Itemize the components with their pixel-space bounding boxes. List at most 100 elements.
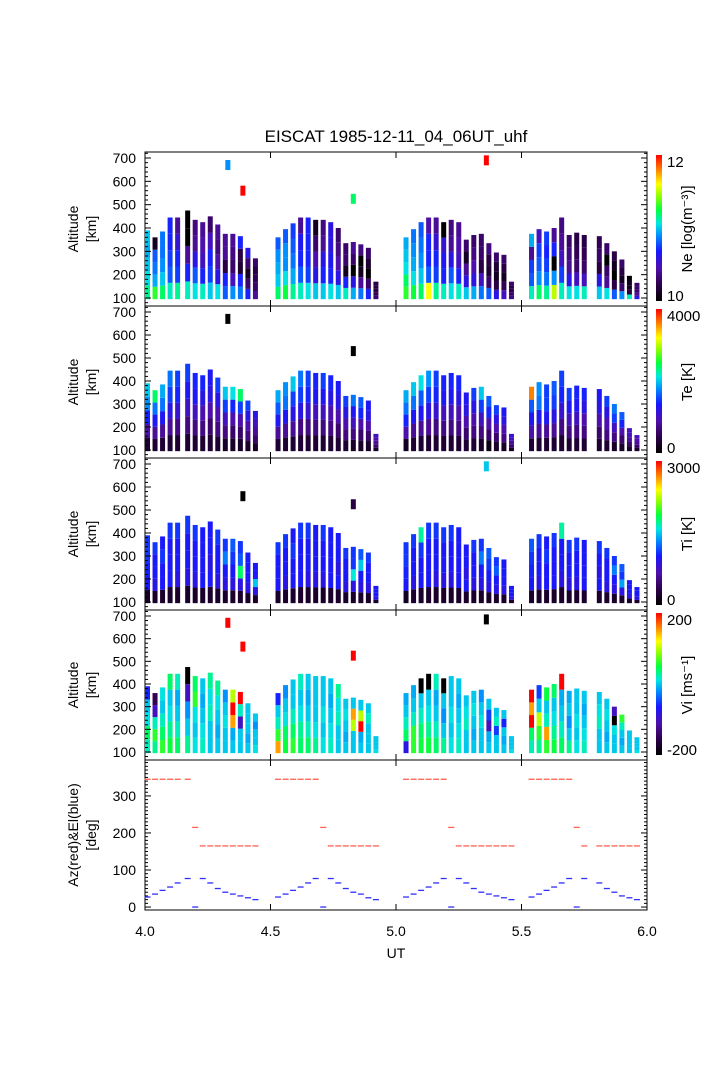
ti-gate-cell <box>335 533 341 548</box>
te-gate-cell <box>298 370 304 387</box>
ti-gate-cell <box>566 565 572 578</box>
vi-gate-cell <box>486 742 492 754</box>
colorbar-title: Ne [log(m⁻³)] <box>679 185 696 272</box>
te-gate-cell <box>471 400 477 414</box>
ne-gate-cell <box>335 242 341 257</box>
ne-gate-cell <box>441 222 447 238</box>
vi-gate-cell <box>619 714 625 723</box>
ti-gate-cell <box>373 599 379 604</box>
te-gate-cell <box>185 433 191 452</box>
ne-gate-cell <box>335 228 341 243</box>
vi-gate-cell <box>411 739 417 754</box>
vi-gate-cell <box>160 700 166 714</box>
te-gate-cell <box>581 438 587 452</box>
vi-gate-cell <box>358 742 364 754</box>
te-gate-cell <box>167 418 173 436</box>
ne-gate-cell <box>365 268 371 279</box>
ti-gate-cell <box>418 527 424 543</box>
y-tick-label: 300 <box>113 548 137 564</box>
ne-gate-cell <box>328 222 334 238</box>
vi-gate-cell <box>433 689 439 706</box>
ti-gate-cell <box>328 527 334 543</box>
ti-gate-cell <box>411 561 417 576</box>
ne-gate-cell <box>192 251 198 268</box>
vi-gate-cell <box>290 708 296 724</box>
te-gate-cell <box>252 427 258 436</box>
te-gate-cell <box>328 375 334 391</box>
ti-gate-cell <box>581 590 587 604</box>
te-gate-cell <box>290 421 296 437</box>
ti-gate-cell <box>320 524 326 541</box>
te-gate-cell <box>611 422 617 433</box>
ne-gate-cell <box>160 258 166 273</box>
colorbar-min-label: 10 <box>667 288 684 305</box>
te-gate-cell <box>328 420 334 436</box>
ti-gate-cell <box>275 542 281 555</box>
te-gate-cell <box>283 437 289 452</box>
ti-gate-cell <box>350 546 356 559</box>
te-gate-cell <box>634 447 640 452</box>
ne-gate-cell <box>566 273 572 287</box>
ti-gate-cell <box>551 547 557 562</box>
ne-gate-cell <box>611 280 617 290</box>
ne-gate-cell <box>463 251 469 264</box>
vi-gate-cell <box>328 693 334 709</box>
vi-gate-cell <box>426 673 432 690</box>
panel-frame-3 <box>144 609 648 761</box>
ne-gate-cell <box>448 219 454 236</box>
ne-gate-cell <box>559 250 565 267</box>
te-gate-cell <box>626 432 632 438</box>
ti-gate-cell <box>626 593 632 599</box>
ti-gate-cell <box>328 572 334 588</box>
vi-gate-cell <box>373 749 379 754</box>
te-gate-cell <box>478 438 484 452</box>
ne-gate-cell <box>411 271 417 286</box>
ne-gate-cell <box>305 266 311 283</box>
ne-gate-cell <box>626 280 632 286</box>
vi-gate-cell <box>551 684 557 698</box>
te-gate-cell <box>581 400 587 414</box>
ne-gate-cell <box>237 286 243 300</box>
vi-gate-cell <box>245 713 251 724</box>
te-gate-cell <box>493 441 499 452</box>
ne-gate-cell <box>167 266 173 283</box>
ti-gate-cell <box>448 571 454 588</box>
te-gate-cell <box>145 424 151 438</box>
vi-gate-cell <box>418 678 424 694</box>
ne-gate-cell <box>486 276 492 288</box>
te-gate-cell <box>634 438 640 442</box>
ne-gate-cell <box>320 267 326 284</box>
vi-gate-cell <box>471 740 477 754</box>
te-gate-cell <box>426 386 432 403</box>
te-gate-cell <box>559 402 565 419</box>
te-gate-cell <box>275 390 281 403</box>
ti-gate-cell <box>237 541 243 554</box>
ti-gate-cell <box>574 537 580 551</box>
ne-gate-cell <box>529 259 535 274</box>
ti-gate-cell <box>471 590 477 604</box>
y-tick-label: 100 <box>113 862 137 878</box>
te-gate-cell <box>373 444 379 448</box>
ti-gate-cell <box>559 538 565 555</box>
te-gate-cell <box>604 429 610 441</box>
vi-gate-cell <box>486 709 492 721</box>
ne-gate-cell <box>486 243 492 255</box>
te-gate-cell <box>350 428 356 440</box>
ti-gate-cell <box>544 549 550 564</box>
te-gate-cell <box>403 414 409 427</box>
vi-gate-cell <box>200 678 206 694</box>
ne-gate-cell <box>566 247 572 261</box>
te-gate-cell <box>283 409 289 424</box>
vi-gate-cell <box>596 728 602 741</box>
vi-gate-cell <box>222 702 228 716</box>
vi-gate-cell <box>185 684 191 702</box>
ti-gate-cell <box>335 547 341 562</box>
te-gate-cell <box>175 370 181 387</box>
ti-gate-cell <box>335 589 341 604</box>
te-gate-cell <box>215 377 221 393</box>
ne-gate-cell <box>328 268 334 284</box>
te-gate-cell <box>463 427 469 440</box>
vi-gate-cell <box>551 739 557 754</box>
vi-gate-cell <box>433 705 439 722</box>
ti-gate-cell <box>426 570 432 588</box>
